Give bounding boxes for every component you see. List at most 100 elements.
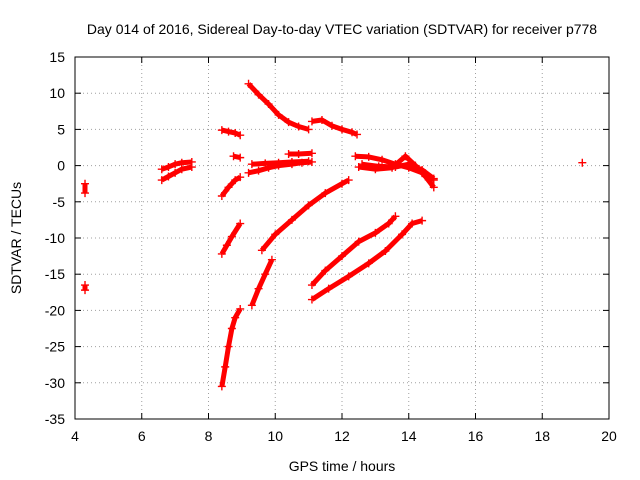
x-tick-label: 18 bbox=[534, 428, 550, 444]
data-point bbox=[221, 362, 230, 371]
data-point bbox=[81, 189, 90, 198]
data-point bbox=[338, 179, 346, 188]
y-tick-label: -35 bbox=[45, 411, 65, 427]
x-tick-label: 10 bbox=[267, 428, 283, 444]
data-series-arc-2 bbox=[81, 281, 90, 295]
x-tick-label: 14 bbox=[401, 428, 417, 444]
data-point bbox=[294, 150, 303, 159]
data-point bbox=[401, 152, 410, 161]
data-point bbox=[327, 121, 336, 130]
data-point bbox=[171, 160, 180, 169]
axes: 4 6 8 10 12 14 16 18 20 -35 -30 -25 -20 -15 -10 -5 0 5 10 1… bbox=[45, 49, 617, 444]
x-tick-label: 20 bbox=[601, 428, 617, 444]
x-tick-label: 6 bbox=[138, 428, 146, 444]
data-point bbox=[236, 153, 245, 162]
y-tick-label: -15 bbox=[45, 266, 65, 282]
data-point bbox=[236, 304, 245, 313]
data-point bbox=[307, 281, 316, 290]
data-point bbox=[171, 168, 180, 177]
data-point bbox=[378, 155, 387, 164]
data-point bbox=[307, 117, 316, 126]
y-tick-label: 15 bbox=[49, 49, 65, 65]
data-point bbox=[321, 266, 330, 275]
data-point bbox=[227, 232, 236, 241]
data-point bbox=[177, 158, 186, 167]
data-point bbox=[164, 163, 173, 172]
data-series-arc-9 bbox=[217, 304, 245, 391]
y-tick-label: -5 bbox=[53, 194, 66, 210]
data-point bbox=[338, 125, 346, 134]
data-point bbox=[257, 246, 266, 255]
series-trace bbox=[221, 127, 242, 138]
data-layer bbox=[81, 79, 587, 391]
data-point bbox=[271, 230, 280, 239]
data-point bbox=[81, 179, 90, 188]
data-point bbox=[236, 173, 245, 182]
data-point bbox=[398, 230, 407, 239]
y-tick-label: 5 bbox=[57, 121, 65, 137]
x-tick-label: 8 bbox=[205, 428, 213, 444]
data-point bbox=[418, 165, 427, 174]
chart-title: Day 014 of 2016, Sidereal Day-to-day VTE… bbox=[87, 21, 597, 37]
data-point bbox=[344, 176, 353, 185]
data-point bbox=[294, 122, 303, 131]
data-point bbox=[404, 160, 413, 169]
data-point bbox=[284, 150, 293, 159]
data-point bbox=[81, 286, 90, 295]
data-point bbox=[261, 159, 270, 168]
data-point bbox=[358, 160, 367, 169]
series-trace bbox=[249, 258, 275, 307]
x-tick-label: 12 bbox=[334, 428, 350, 444]
data-point bbox=[236, 131, 245, 140]
data-point bbox=[244, 79, 253, 88]
data-point bbox=[307, 295, 316, 304]
data-point bbox=[304, 125, 313, 134]
data-series-arc-6 bbox=[229, 152, 245, 162]
data-point bbox=[354, 237, 363, 246]
data-series-arc-7 bbox=[217, 173, 245, 201]
series-trace bbox=[310, 218, 423, 302]
data-point bbox=[157, 165, 166, 174]
data-series-arc-14 bbox=[247, 255, 276, 310]
data-point bbox=[374, 162, 383, 171]
data-point bbox=[274, 110, 283, 119]
data-series-arc-1 bbox=[81, 179, 90, 198]
data-point bbox=[224, 127, 233, 136]
data-point bbox=[231, 129, 240, 138]
data-point bbox=[429, 183, 438, 192]
data-point bbox=[187, 157, 196, 166]
y-tick-label: -10 bbox=[45, 230, 65, 246]
data-point bbox=[384, 219, 393, 228]
y-tick-label: -20 bbox=[45, 302, 65, 318]
data-point bbox=[287, 157, 296, 166]
x-axis-label: GPS time / hours bbox=[289, 458, 396, 474]
data-point bbox=[157, 176, 166, 185]
x-tick-label: 4 bbox=[71, 428, 79, 444]
data-point bbox=[284, 118, 293, 127]
data-point bbox=[429, 174, 438, 183]
data-series-arc-12 bbox=[247, 157, 313, 169]
data-point bbox=[261, 270, 270, 279]
data-series-arc-13 bbox=[284, 149, 316, 159]
data-point bbox=[338, 252, 346, 261]
data-series-arc-22 bbox=[578, 158, 587, 167]
data-series-arc-15 bbox=[257, 176, 353, 255]
y-axis-label: SDTVAR / TECUs bbox=[8, 182, 24, 294]
series-trace bbox=[259, 177, 350, 252]
data-point bbox=[391, 163, 400, 172]
data-point bbox=[267, 255, 276, 264]
data-point bbox=[321, 189, 330, 198]
data-point bbox=[391, 212, 400, 221]
series-trace bbox=[219, 175, 242, 198]
data-point bbox=[222, 241, 231, 250]
data-point bbox=[381, 247, 390, 256]
data-point bbox=[304, 157, 313, 166]
data-series-arc-17 bbox=[307, 212, 400, 290]
data-point bbox=[224, 183, 233, 192]
data-point bbox=[217, 249, 226, 258]
data-point bbox=[247, 160, 256, 169]
data-point bbox=[217, 192, 226, 201]
data-point bbox=[408, 219, 417, 228]
y-tick-label: -30 bbox=[45, 375, 65, 391]
